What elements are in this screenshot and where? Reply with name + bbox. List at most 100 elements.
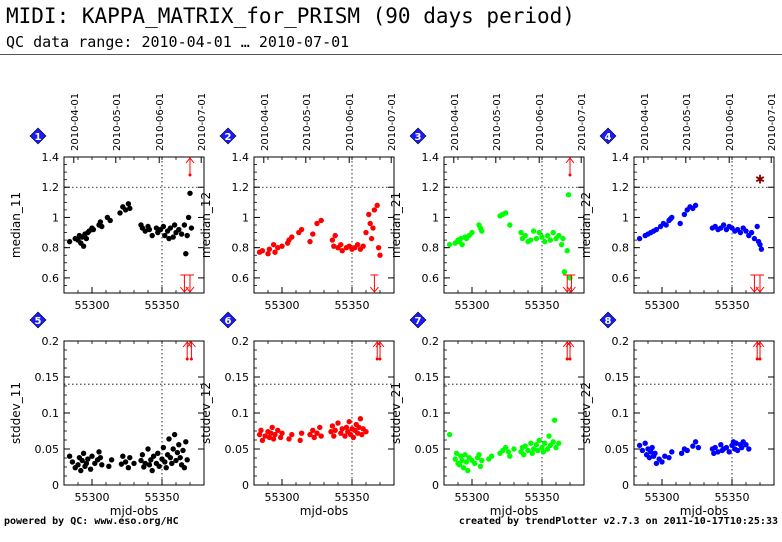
- data-point: [536, 229, 542, 236]
- y-tick-label: 0.15: [605, 371, 630, 384]
- y-tick-label: 1: [242, 211, 249, 224]
- date-tick-label: 2010-04-01: [260, 93, 271, 151]
- data-point: [528, 440, 534, 446]
- data-point: [502, 210, 509, 216]
- data-point: [684, 447, 690, 454]
- data-point: [560, 235, 566, 242]
- data-point: [149, 232, 155, 239]
- x-axis-label: mjd-obs: [110, 504, 158, 518]
- x-tick-label: 55300: [265, 491, 300, 504]
- data-point: [723, 444, 730, 451]
- data-point: [646, 454, 653, 461]
- outlier-high-dot: [375, 357, 379, 361]
- outlier-high-head: [182, 341, 192, 348]
- data-point: [142, 228, 148, 234]
- data-point: [310, 427, 316, 433]
- x-tick-label: 55300: [455, 299, 490, 312]
- chart-panel-8: 0 0.05 0.1 0.15 0.2 55300 55350 stddev_22 mjd-ob…: [579, 311, 775, 518]
- data-point: [89, 453, 95, 459]
- chart-panel-2: 0.6 0.8 1 1.2 1.4 55300 55350 2010-04-01 2010-05…: [199, 93, 398, 312]
- y-tick-label: 0.1: [232, 407, 250, 420]
- data-point: [366, 211, 372, 218]
- data-point: [460, 465, 467, 471]
- data-point: [272, 249, 278, 255]
- data-point: [87, 466, 94, 472]
- data-point: [125, 465, 132, 471]
- plot-frame: [253, 156, 395, 294]
- data-point: [374, 202, 380, 209]
- data-point: [456, 462, 463, 468]
- data-point: [530, 228, 537, 234]
- data-point: [122, 207, 129, 213]
- data-point: [564, 247, 570, 254]
- data-point: [258, 427, 264, 433]
- data-point: [663, 222, 669, 228]
- data-point: [131, 460, 137, 467]
- footer-created: created by trendPlotter v2.7.3 on 2011-1…: [458, 516, 778, 527]
- data-point: [692, 439, 699, 445]
- data-point: [298, 226, 305, 233]
- data-point: [97, 219, 104, 225]
- data-point: [259, 247, 266, 254]
- data-point: [185, 214, 192, 221]
- date-tick-label: 2010-07-01: [387, 93, 398, 151]
- y-tick-label: 0.1: [42, 407, 60, 420]
- data-point: [360, 243, 366, 249]
- outlier-low-head: [370, 286, 379, 293]
- x-tick-label: 55350: [715, 491, 750, 504]
- data-point: [266, 434, 273, 441]
- data-point: [329, 237, 336, 243]
- data-point: [636, 442, 643, 449]
- data-point: [681, 211, 688, 218]
- data-point: [458, 453, 464, 459]
- data-point: [476, 452, 482, 458]
- data-point: [272, 431, 278, 438]
- data-point: [550, 439, 556, 445]
- data-point: [338, 430, 344, 436]
- y-tick-label: 1: [622, 211, 629, 224]
- x-tick-label: 55350: [525, 299, 560, 312]
- date-tick-label: 2010-07-01: [197, 93, 208, 151]
- data-point: [265, 251, 271, 257]
- y-tick-label: 0.05: [415, 443, 440, 456]
- data-point: [649, 444, 655, 451]
- x-tick-label: 55350: [335, 491, 370, 504]
- data-point: [329, 423, 336, 429]
- data-point: [488, 453, 495, 459]
- data-point: [117, 210, 123, 216]
- data-point: [530, 446, 537, 452]
- data-point: [558, 241, 565, 248]
- y-tick-label: 0.8: [42, 242, 60, 255]
- data-point: [465, 467, 471, 474]
- data-point: [166, 436, 172, 442]
- data-point: [289, 234, 295, 240]
- data-point: [507, 222, 513, 228]
- data-point: [535, 447, 541, 454]
- badge-number: 4: [605, 132, 612, 143]
- data-point: [377, 252, 383, 258]
- y-tick-label: 0.6: [612, 272, 630, 285]
- badge-number: 1: [35, 132, 42, 143]
- data-point: [737, 229, 744, 236]
- badge-diamond: [409, 311, 427, 329]
- x-tick-label: 55300: [265, 299, 300, 312]
- data-point: [718, 441, 724, 448]
- y-tick-label: 0.8: [612, 242, 630, 255]
- y-axis-label: stddev_11: [9, 382, 23, 444]
- data-point: [332, 427, 338, 433]
- x-tick-label: 55350: [145, 491, 180, 504]
- data-point: [743, 441, 749, 448]
- data-point: [726, 449, 732, 455]
- data-point: [269, 424, 275, 431]
- x-tick-label: 55300: [75, 299, 110, 312]
- data-point: [715, 449, 721, 455]
- data-point: [652, 450, 658, 457]
- data-point: [99, 223, 105, 230]
- data-point: [556, 232, 562, 239]
- data-point: [446, 431, 453, 438]
- panel-number-badge: 4: [599, 127, 617, 145]
- data-point: [533, 235, 540, 242]
- y-tick-label: 0.05: [35, 443, 60, 456]
- y-tick-label: 0.6: [42, 272, 60, 285]
